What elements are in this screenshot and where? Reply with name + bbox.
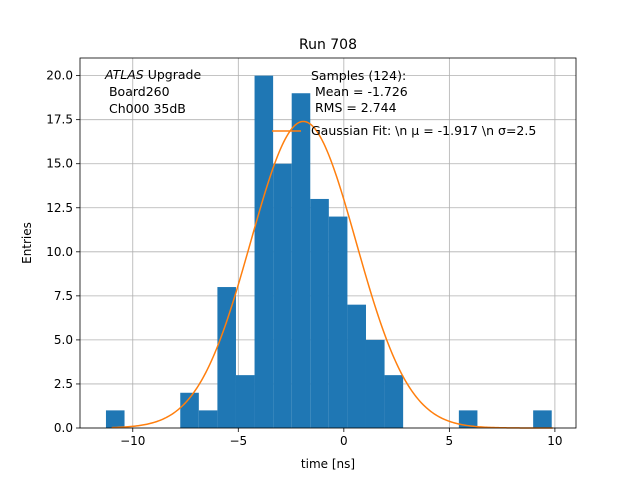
histogram-bar xyxy=(235,375,255,428)
annotation-line-3: Ch000 35dB xyxy=(105,101,186,116)
histogram-bar xyxy=(105,410,125,428)
y-axis-ticks: 0.0 2.5 5.0 7.5 10.0 12.5 15.0 17.5 20.0 xyxy=(46,69,80,435)
x-tick-label: −5 xyxy=(229,434,247,448)
annotation-line-2: Board260 xyxy=(105,84,170,99)
histogram-bar xyxy=(310,198,329,428)
legend-samples-line: RMS = 2.744 xyxy=(311,100,397,115)
y-tick-label: 5.0 xyxy=(54,333,73,347)
histogram-bar xyxy=(384,375,404,428)
histogram-bar xyxy=(217,287,236,428)
histogram-bar xyxy=(180,392,199,428)
annotation-upgrade: Upgrade xyxy=(144,67,202,82)
histogram-bar xyxy=(328,216,348,428)
y-tick-label: 10.0 xyxy=(46,245,73,259)
atlas-annotation: ATLAS Upgrade Board260 Ch000 35dB xyxy=(104,67,201,116)
y-tick-label: 15.0 xyxy=(46,157,73,171)
annotation-line-1: ATLAS Upgrade xyxy=(104,67,201,82)
x-axis-ticks: −10 −5 0 5 10 xyxy=(120,428,563,448)
histogram-bar xyxy=(533,410,552,428)
legend-samples-line: Mean = -1.726 xyxy=(311,84,408,99)
gaussian-fit-curve xyxy=(111,120,553,429)
annotation-atlas: ATLAS xyxy=(104,67,144,82)
y-tick-label: 2.5 xyxy=(54,377,73,391)
histogram-bar xyxy=(458,410,478,428)
histogram-bar xyxy=(365,339,385,428)
y-tick-label: 0.0 xyxy=(54,421,73,435)
x-tick-label: 10 xyxy=(547,434,562,448)
histogram-bar xyxy=(254,75,274,428)
y-tick-label: 17.5 xyxy=(46,113,73,127)
legend: Samples (124): Mean = -1.726 RMS = 2.744… xyxy=(272,68,536,138)
y-tick-label: 20.0 xyxy=(46,69,73,83)
histogram-bar xyxy=(347,304,366,428)
legend-samples-line: Samples (124): xyxy=(311,68,406,83)
x-tick-label: 0 xyxy=(340,434,348,448)
x-tick-label: −10 xyxy=(120,434,145,448)
legend-samples-label: Samples (124): Mean = -1.726 RMS = 2.744 xyxy=(311,68,408,115)
y-tick-label: 12.5 xyxy=(46,201,73,215)
histogram-bars xyxy=(105,75,552,428)
legend-fit-label: Gaussian Fit: \n μ = -1.917 \n σ=2.5 xyxy=(311,123,536,138)
y-axis-label: Entries xyxy=(20,222,34,264)
histogram-bar xyxy=(273,163,292,428)
histogram-bar xyxy=(291,93,311,428)
plot-frame xyxy=(79,57,577,429)
chart-title: Run 708 xyxy=(299,37,357,53)
y-tick-label: 7.5 xyxy=(54,289,73,303)
histogram-bar xyxy=(198,410,218,428)
x-tick-label: 5 xyxy=(446,434,454,448)
x-axis-label: time [ns] xyxy=(301,457,355,471)
